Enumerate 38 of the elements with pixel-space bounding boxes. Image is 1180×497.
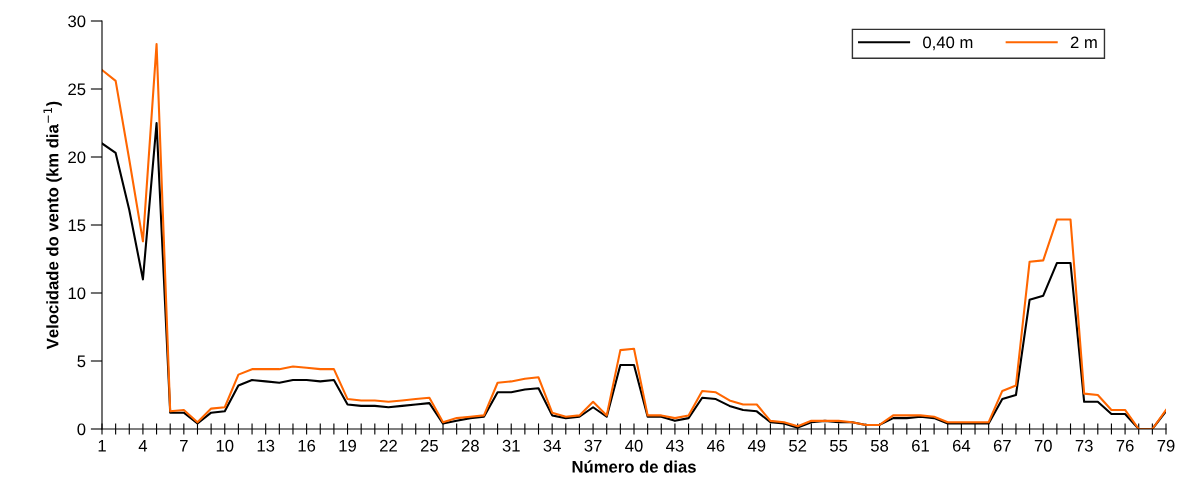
x-tick-label: 67 [993, 439, 1011, 452]
x-tick-label: 19 [339, 439, 357, 452]
y-tick-label: 25 [68, 83, 86, 96]
y-tick-label: 0 [77, 423, 86, 436]
x-tick-label: 22 [380, 439, 397, 452]
legend-label: 0,40 m [923, 36, 973, 51]
x-tick-label: 37 [584, 439, 602, 452]
x-tick-label: 34 [543, 439, 561, 452]
x-tick-label: 61 [912, 439, 929, 452]
x-tick-label: 64 [952, 439, 971, 452]
x-tick-label: 25 [420, 439, 438, 452]
y-tick-label: 10 [68, 287, 86, 300]
x-tick-label: 70 [1034, 439, 1052, 452]
x-tick-label: 16 [298, 439, 316, 452]
x-axis-title: Número de dias [572, 460, 696, 473]
y-tick-label: 15 [68, 219, 86, 232]
x-tick-label: 1 [98, 440, 106, 452]
x-tick-label: 31 [502, 439, 520, 452]
x-tick-label: 13 [257, 439, 275, 452]
y-tick-label: 30 [68, 15, 86, 28]
y-tick-label: 20 [68, 151, 86, 164]
x-tick-label: 7 [180, 440, 188, 452]
x-tick-label: 52 [789, 439, 807, 452]
x-tick-label: 49 [747, 439, 766, 452]
x-tick-label: 73 [1075, 439, 1093, 452]
legend-label: 2 m [1070, 36, 1097, 49]
x-tick-label: 43 [666, 439, 684, 452]
x-tick-label: 40 [625, 439, 643, 452]
x-tick-label: 10 [216, 439, 234, 452]
x-tick-label: 46 [706, 439, 725, 452]
x-tick-label: 55 [830, 440, 848, 452]
y-axis-title: Velocidade do vento (km dia$^{−1}$) [43, 101, 62, 350]
y-tick-label: 5 [77, 355, 86, 368]
x-tick-label: 76 [1116, 439, 1134, 452]
x-tick-label: 28 [461, 439, 479, 452]
x-tick-label: 4 [138, 440, 148, 452]
x-tick-label: 58 [870, 439, 889, 452]
x-tick-label: 79 [1157, 439, 1175, 452]
